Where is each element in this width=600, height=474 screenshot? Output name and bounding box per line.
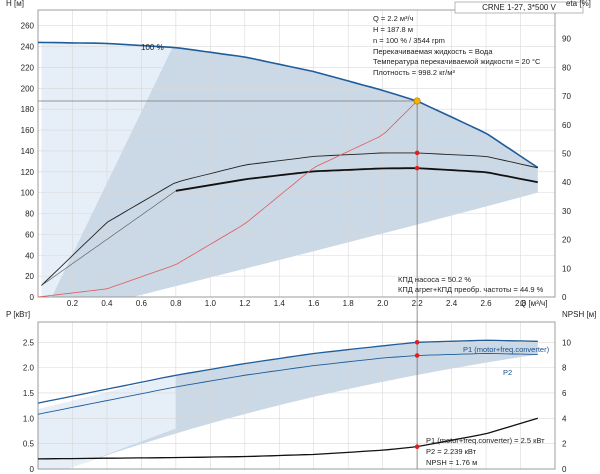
x-tick-label: 1.0 [205, 299, 217, 308]
p-tick-label: 0.5 [23, 440, 35, 449]
x-tick-label: 2.6 [481, 299, 493, 308]
p1-marker [414, 339, 420, 345]
chart-series [37, 41, 539, 460]
npsh-tick-label: 2 [562, 440, 567, 449]
eta-tick-label: 60 [562, 121, 571, 130]
npsh-axis-label: NPSH [м] [562, 310, 596, 319]
x-tick-label: 1.8 [343, 299, 355, 308]
efficiency-info: КПД насоса = 50.2 % КПД агрег+КПД преобр… [398, 275, 544, 294]
eta-tick-label: 90 [562, 35, 571, 44]
x-tick-label: 2.2 [412, 299, 424, 308]
h-axis-label: H [м] [6, 0, 24, 8]
q-axis-label: Q [м³/ч] [520, 299, 547, 308]
eta-pump-marker [414, 150, 420, 156]
info-h: H = 187.8 м [373, 25, 413, 34]
npsh-tick-label: 10 [562, 338, 571, 347]
h-tick-label: 180 [21, 105, 35, 114]
npsh-curve [37, 417, 538, 460]
info-density: Плотность = 998.2 кг/м³ [373, 68, 455, 77]
title-box [454, 1, 584, 14]
h-tick-label: 160 [21, 126, 35, 135]
duty-info-bottom: P1 (motor+freq.converter) = 2.5 кВт P2 =… [426, 436, 545, 467]
x-tick-label: 0.8 [170, 299, 182, 308]
eta-total-curve-low [41, 190, 177, 286]
x-tick-label: 1.6 [308, 299, 320, 308]
eta-tick-label: 10 [562, 264, 571, 273]
p-tick-label: 2.5 [23, 338, 35, 347]
h-tick-label: 200 [21, 84, 35, 93]
p2-curve [37, 353, 538, 415]
h-tick-label: 120 [21, 168, 35, 177]
p2-marker [414, 353, 420, 358]
eta-tick-label: 30 [562, 207, 571, 216]
x-tick-label: 0.4 [101, 299, 113, 308]
h-tick-label: 80 [25, 210, 34, 219]
eta-tick-label: 80 [562, 63, 571, 72]
p-tick-label: 2.0 [23, 364, 35, 373]
eta-tick-label: 0 [562, 293, 567, 302]
x-tick-label: 2.8 [515, 299, 527, 308]
x-tick-label: 0.6 [136, 299, 148, 308]
h-tick-label: 20 [25, 272, 34, 281]
p-tick-label: 1.0 [23, 414, 35, 423]
h-tick-label: 240 [21, 43, 35, 52]
duty-point-marker [413, 97, 421, 105]
x-tick-label: 2.0 [377, 299, 389, 308]
eta-tick-label: 20 [562, 236, 571, 245]
h-tick-label: 0 [30, 293, 35, 302]
info-n: n = 100 % / 3544 rpm [373, 36, 445, 45]
eta-axis-label: eta [%] [566, 0, 591, 8]
eta-tick-label: 40 [562, 178, 571, 187]
axis-ticks: 0.2 0.4 0.6 0.8 1.0 1.2 1.4 1.6 1.8 2.0 2.2 2.4 2.6 2… [21, 22, 572, 474]
speed-label: 100 % [141, 43, 164, 52]
info-q: Q = 2.2 м³/ч [373, 14, 414, 23]
eta-tick-label: 50 [562, 150, 571, 159]
top-chart-grid [37, 9, 556, 298]
x-tick-label: 2.4 [446, 299, 458, 308]
npsh-tick-label: 4 [562, 414, 567, 423]
info-liquid: Перекачиваемая жидкость = Вода [373, 47, 493, 56]
p-tick-label: 0 [30, 465, 35, 474]
h-tick-label: 260 [21, 22, 35, 31]
info-p1: P1 (motor+freq.converter) = 2.5 кВт [426, 436, 545, 445]
h-tick-label: 140 [21, 147, 35, 156]
npsh-marker [414, 444, 420, 449]
eta-tick-label: 70 [562, 92, 571, 101]
npsh-tick-label: 6 [562, 389, 567, 398]
eta-total-text: КПД агрег+КПД преобр. частоты = 44.9 % [398, 285, 544, 294]
top-chart-bands [41, 42, 538, 298]
npsh-tick-label: 0 [562, 465, 567, 474]
bottom-frame [37, 321, 556, 470]
duty-info-top: Q = 2.2 м³/ч H = 187.8 м n = 100 % / 354… [373, 14, 541, 77]
system-curve [37, 100, 418, 298]
eta-total-curve [175, 167, 538, 192]
h-curve [37, 41, 539, 169]
top-frame [37, 9, 556, 298]
p1-curve [37, 339, 538, 404]
info-p2: P2 = 2.239 кВт [426, 447, 477, 456]
h-tick-label: 40 [25, 251, 34, 260]
npsh-tick-label: 8 [562, 364, 567, 373]
x-tick-label: 1.2 [239, 299, 251, 308]
bottom-chart-bands [38, 340, 538, 469]
p-axis-label: P [кВт] [6, 310, 30, 319]
x-tick-label: 1.4 [274, 299, 286, 308]
eta-pump-text: КПД насоса = 50.2 % [398, 275, 471, 284]
legend-p2: P2 [503, 368, 512, 377]
info-npsh: NPSH = 1.76 м [426, 458, 477, 467]
duty-markers [38, 97, 421, 469]
eta-total-marker [414, 165, 420, 171]
h-tick-label: 100 [21, 189, 35, 198]
eta-pump-curve [41, 152, 538, 286]
p-tick-label: 1.5 [23, 389, 35, 398]
h-tick-label: 60 [25, 230, 34, 239]
h-tick-label: 220 [21, 63, 35, 72]
legend-p1: P1 (motor+freq.converter) [463, 345, 550, 354]
bottom-shaded-band [67, 340, 538, 469]
chart-title: CRNE 1-27, 3*500 V [482, 3, 556, 12]
info-temperature: Температура перекачиваемой жидкости = 20… [373, 57, 541, 66]
x-tick-label: 0.2 [67, 299, 79, 308]
